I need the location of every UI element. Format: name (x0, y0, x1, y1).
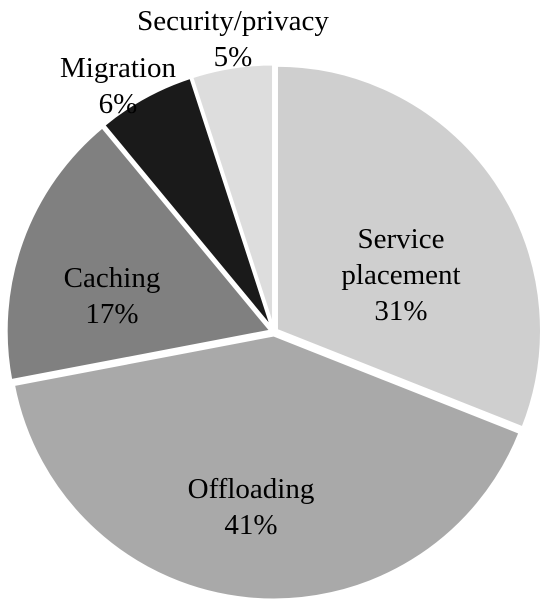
slice-label-security-privacy: Security/privacy 5% (137, 5, 329, 73)
slice-percent-label: 17% (85, 298, 138, 330)
slice-label-line: Caching (64, 262, 161, 294)
slice-percent-label: 41% (224, 509, 277, 541)
pie-slice-service-placement (274, 63, 543, 430)
labels-layer: Service placement 31% Offloading 41% Caching 1… (60, 5, 461, 541)
pie-slice-offloading (11, 333, 522, 602)
slice-label-line: Migration (60, 52, 176, 84)
slice-percent-label: 6% (99, 88, 138, 120)
slice-label-line: Offloading (188, 473, 315, 505)
pie-slice-caching (4, 125, 273, 383)
slice-label-line: Service (358, 223, 445, 255)
slice-percent-label: 5% (214, 41, 253, 73)
slice-label-migration: Migration 6% (60, 52, 176, 120)
slices-layer (4, 62, 543, 602)
slice-percent-label: 31% (374, 295, 427, 327)
slice-label-line: Security/privacy (137, 5, 329, 37)
slice-label-caching: Caching 17% (64, 262, 161, 330)
slice-label-service-placement: Service placement 31% (341, 223, 460, 327)
slice-label-line: placement (341, 259, 460, 291)
pie-slice-security-privacy (190, 62, 276, 331)
slice-label-offloading: Offloading 41% (188, 473, 315, 541)
